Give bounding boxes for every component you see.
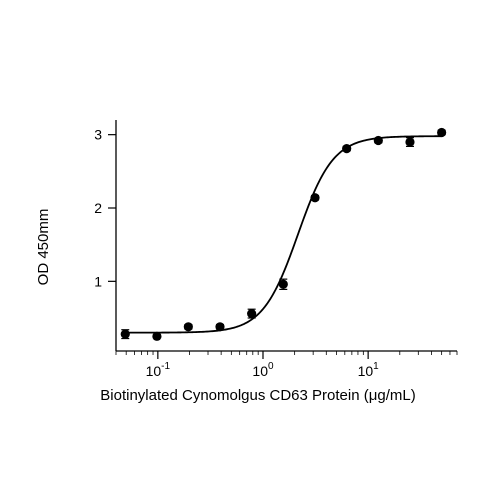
y-tick-label: 1 — [94, 273, 102, 289]
fit-curve-layer — [125, 135, 442, 334]
data-point — [437, 127, 447, 138]
x-tick-label: 100 — [252, 361, 274, 379]
data-point — [310, 193, 320, 203]
y-axis: 1 2 3 — [94, 120, 117, 351]
x-axis: 10-1 100 101 — [115, 350, 458, 379]
data-point — [342, 144, 352, 154]
data-point — [278, 279, 288, 289]
x-tick-label: 101 — [358, 361, 380, 379]
y-axis-label: OD 450mm — [35, 209, 52, 286]
data-point — [215, 322, 225, 332]
data-point — [247, 309, 257, 319]
y-tick-label: 2 — [94, 200, 102, 216]
x-tick-label: 10-1 — [146, 361, 171, 379]
x-axis-label: Biotinylated Cynomolgus CD63 Protein (μg… — [100, 387, 415, 404]
data-point — [183, 322, 193, 332]
y-tick-label: 3 — [94, 127, 102, 143]
data-point — [152, 331, 162, 341]
fit-curve — [125, 135, 442, 334]
data-point — [373, 135, 383, 146]
data-points-layer — [120, 127, 447, 341]
data-point — [405, 137, 415, 147]
data-point — [120, 329, 130, 339]
